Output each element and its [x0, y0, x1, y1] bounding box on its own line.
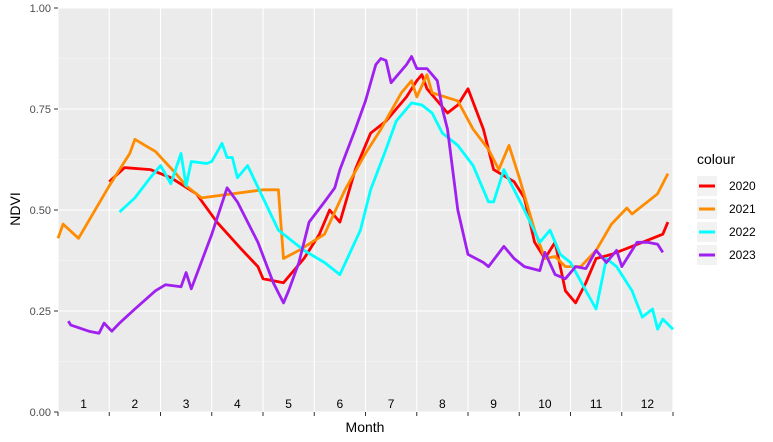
month-label: 12: [641, 397, 655, 411]
series-line-2021: [56, 73, 670, 268]
y-tick-label: 0.00: [30, 407, 51, 419]
y-tick-label: 0.75: [30, 104, 51, 116]
month-label: 3: [183, 397, 190, 411]
legend: colour 2020 2021 2022 2023: [697, 151, 756, 265]
y-axis-title: NDVI: [7, 192, 23, 225]
series-line-2020: [108, 73, 670, 305]
month-label: 6: [337, 397, 344, 411]
month-label: 1: [80, 397, 87, 411]
y-tick-label: 1.00: [30, 3, 51, 15]
month-labels: 1 2 3 4 5 6 7 8 9 10 11 12: [80, 397, 654, 411]
legend-label-2021: 2021: [729, 202, 756, 216]
axes: 0.00 0.25 0.50 0.75 1.00: [30, 3, 674, 419]
month-label: 8: [439, 397, 446, 411]
month-label: 2: [132, 397, 139, 411]
month-label: 4: [234, 397, 241, 411]
x-axis-title: Month: [346, 419, 385, 435]
month-label: 9: [490, 397, 497, 411]
series-line-2022: [118, 101, 674, 331]
y-tick-label: 0.50: [30, 205, 51, 217]
series-line-2023: [67, 55, 664, 335]
month-label: 10: [538, 397, 552, 411]
month-label: 7: [388, 397, 395, 411]
series-lines: [56, 55, 674, 335]
month-label: 11: [590, 397, 603, 411]
legend-title: colour: [697, 151, 735, 167]
legend-label-2022: 2022: [729, 225, 756, 239]
legend-label-2020: 2020: [729, 179, 756, 193]
month-label: 5: [285, 397, 292, 411]
legend-label-2023: 2023: [729, 248, 756, 262]
y-tick-label: 0.25: [30, 306, 51, 318]
